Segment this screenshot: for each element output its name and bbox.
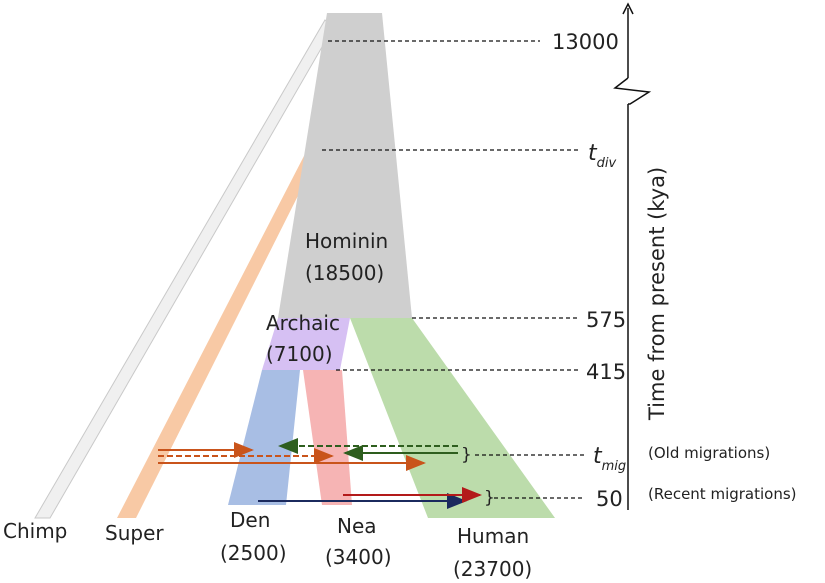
- tick-tdiv: tdiv: [588, 141, 617, 171]
- human-branch: [350, 318, 555, 518]
- nea-branch: [303, 370, 352, 505]
- archaic-label: Archaic: [266, 311, 340, 335]
- tick-13000: 13000: [552, 30, 619, 54]
- hominin-size: (18500): [305, 261, 384, 285]
- super-label: Super: [105, 521, 164, 545]
- den-label: Den: [230, 508, 270, 532]
- time-axis: [613, 2, 652, 510]
- den-size: (2500): [220, 541, 287, 565]
- recent-migrations-brace: }: [484, 488, 495, 508]
- den-branch: [228, 370, 300, 505]
- hominin-branch: [278, 13, 412, 318]
- nea-label: Nea: [337, 514, 377, 538]
- human-size: (23700): [453, 557, 532, 581]
- time-axis-title: Time from present (kya): [645, 167, 669, 421]
- tick-575: 575: [586, 308, 626, 332]
- chimp-label: Chimp: [3, 519, 67, 543]
- tick-50: 50: [596, 487, 623, 511]
- recent-migrations-note: (Recent migrations): [648, 485, 797, 503]
- hominin-label: Hominin: [305, 229, 388, 253]
- tick-tmig: tmig: [593, 444, 626, 474]
- archaic-size: (7100): [266, 342, 333, 366]
- nea-size: (3400): [325, 545, 392, 569]
- human-label: Human: [457, 524, 529, 548]
- super-branch: [117, 125, 326, 518]
- old-migrations-note: (Old migrations): [648, 444, 770, 462]
- archaic-branch: [262, 318, 350, 370]
- tick-415: 415: [586, 360, 626, 384]
- old-migrations-brace: }: [461, 445, 472, 465]
